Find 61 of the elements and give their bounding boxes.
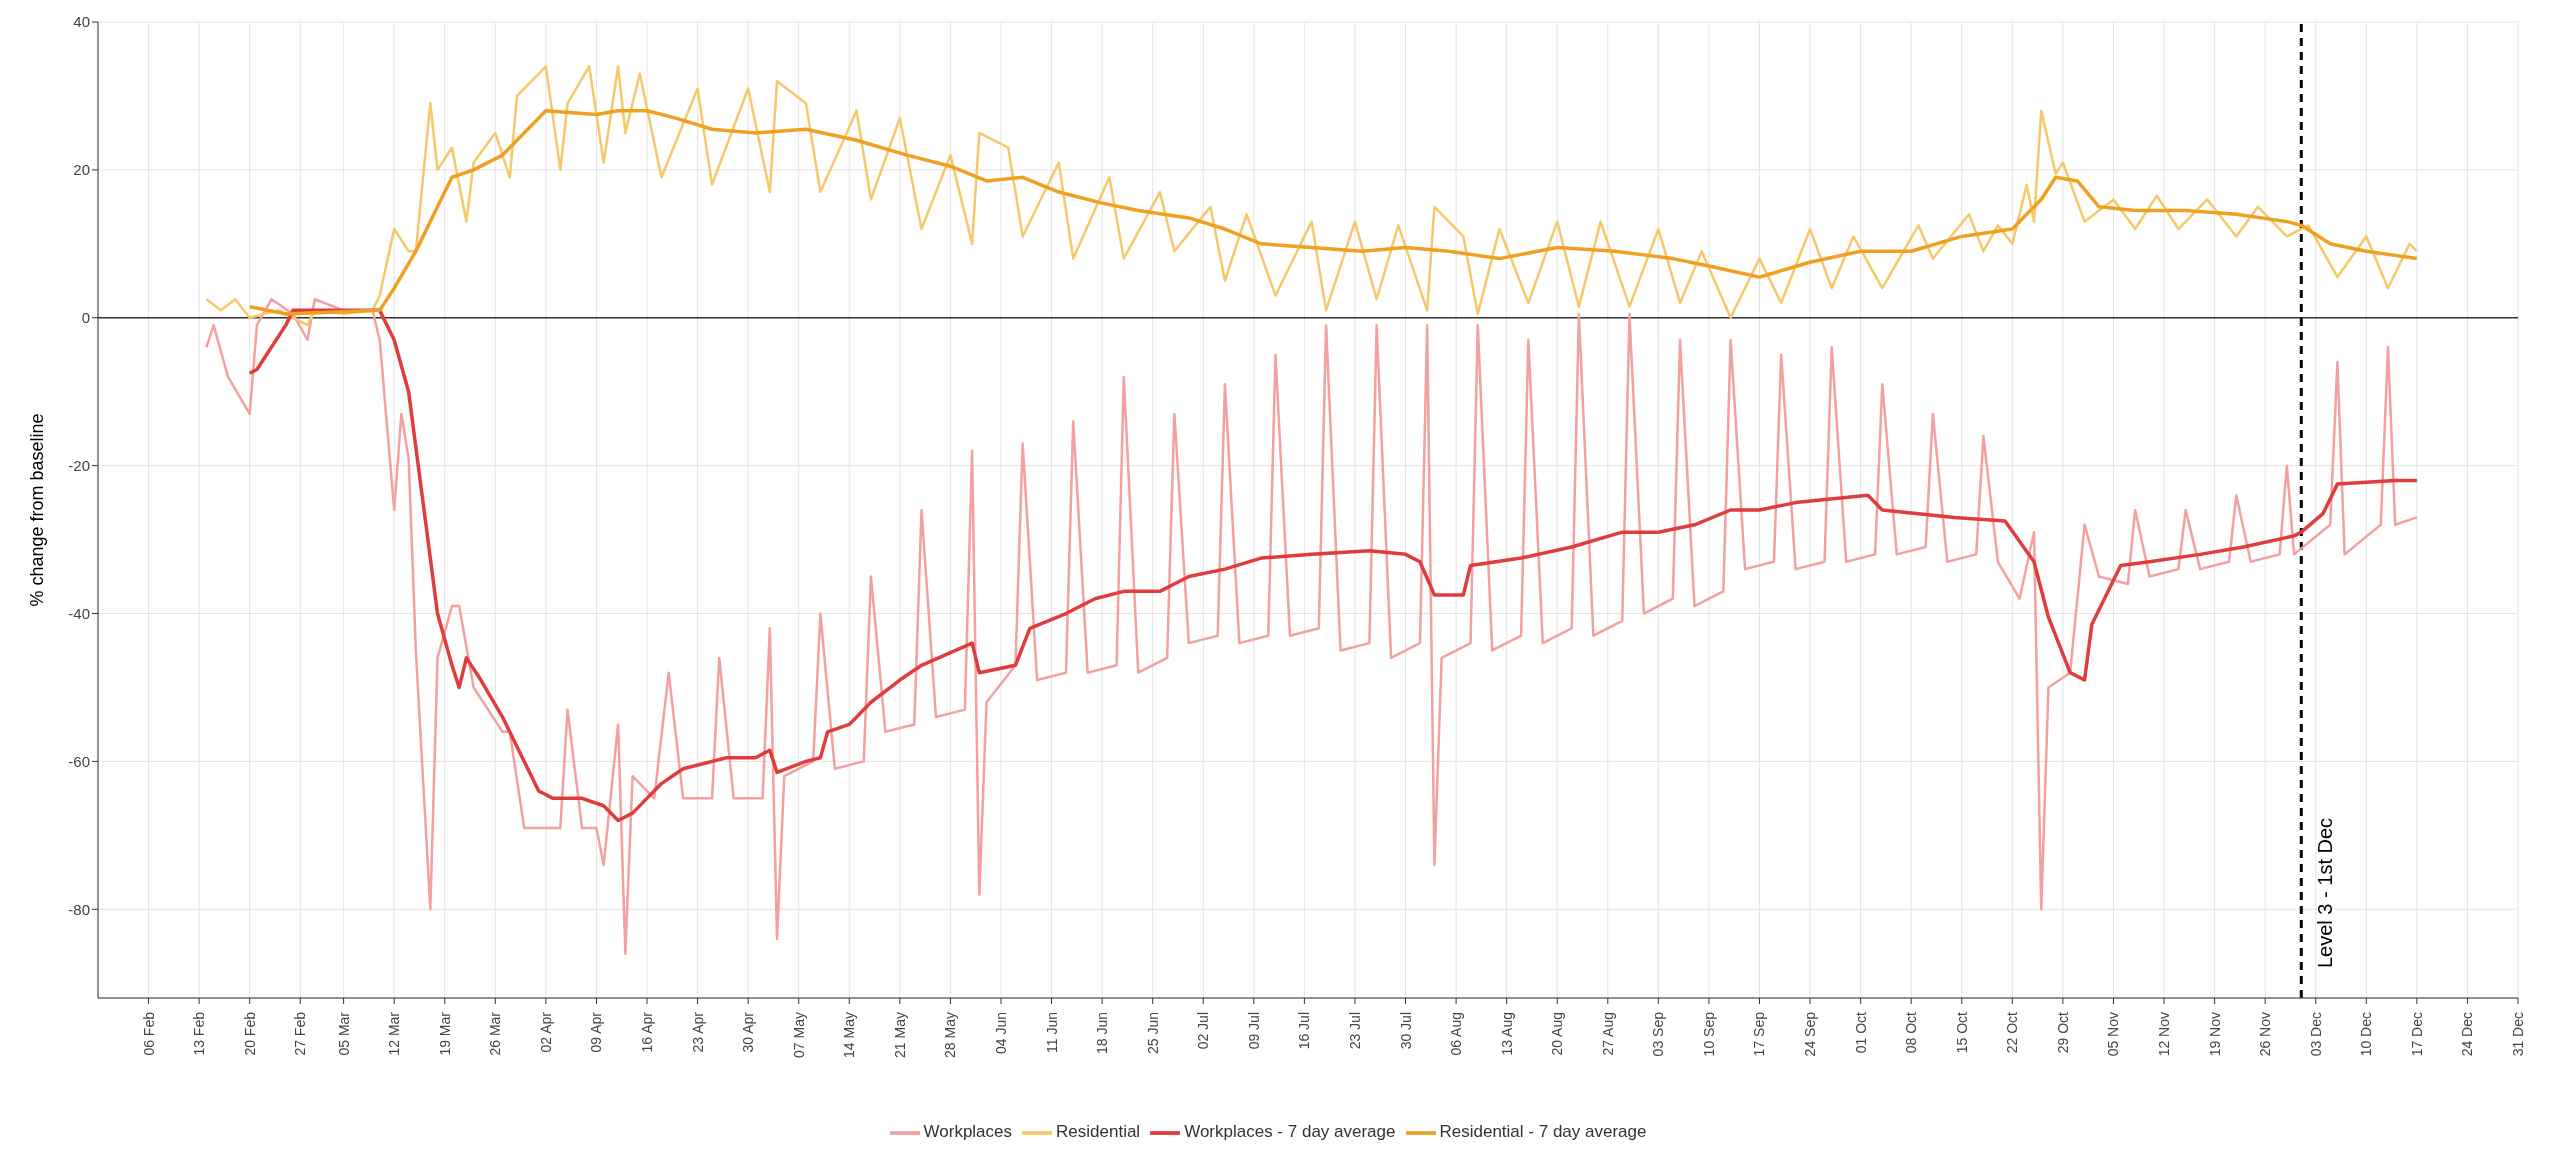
x-tick-label: 19 Mar <box>436 1011 453 1056</box>
x-tick-label: 02 Apr <box>537 1011 554 1053</box>
y-tick-label: -60 <box>68 752 90 770</box>
y-tick-label: 20 <box>73 161 90 179</box>
x-tick-label: 08 Oct <box>1903 1011 1920 1054</box>
x-tick-label: 03 Dec <box>2307 1012 2324 1057</box>
y-tick-label: -40 <box>68 604 90 622</box>
legend-label: Residential - 7 day average <box>1439 1122 1647 1142</box>
x-tick-label: 22 Oct <box>2004 1011 2021 1054</box>
x-tick-label: 24 Sep <box>1802 1011 1819 1057</box>
legend-label: Residential <box>1056 1122 1141 1142</box>
x-tick-label: 05 Mar <box>335 1011 352 1056</box>
x-tick-label: 12 Mar <box>386 1011 403 1056</box>
x-tick-label: 11 Jun <box>1043 1012 1060 1053</box>
y-tick-label: -20 <box>68 456 90 474</box>
x-tick-label: 13 Feb <box>191 1011 208 1056</box>
x-tick-label: 27 Aug <box>1599 1012 1616 1056</box>
x-tick-label: 14 May <box>841 1012 858 1058</box>
x-tick-label: 30 Apr <box>740 1011 757 1053</box>
x-tick-label: 28 May <box>942 1012 959 1058</box>
x-tick-label: 10 Sep <box>1700 1011 1717 1057</box>
y-tick-label: -80 <box>68 900 90 918</box>
x-tick-label: 06 Feb <box>140 1011 157 1056</box>
x-tick-label: 17 Sep <box>1751 1011 1768 1057</box>
ref-line-label: Level 3 - 1st Dec <box>2314 817 2337 968</box>
y-axis-title: % change from baseline <box>27 413 48 607</box>
x-tick-label: 01 Oct <box>1852 1011 1869 1054</box>
x-tick-label: 26 Nov <box>2257 1012 2274 1057</box>
x-tick-label: 06 Aug <box>1448 1012 1465 1056</box>
x-tick-label: 24 Dec <box>2459 1012 2476 1057</box>
x-tick-label: 10 Dec <box>2358 1012 2375 1057</box>
x-tick-label: 09 Jul <box>1245 1012 1262 1050</box>
x-tick-label: 03 Sep <box>1650 1011 1667 1057</box>
x-tick-label: 04 Jun <box>992 1012 1009 1055</box>
x-tick-label: 07 May <box>790 1012 807 1058</box>
x-tick-label: 30 Jul <box>1397 1012 1414 1050</box>
x-tick-label: 09 Apr <box>588 1011 605 1053</box>
x-tick-label: 02 Jul <box>1195 1012 1212 1050</box>
x-tick-label: 16 Apr <box>639 1011 656 1053</box>
legend-label: Workplaces <box>923 1122 1013 1142</box>
x-tick-label: 15 Oct <box>1953 1011 1970 1054</box>
y-tick-label: 40 <box>73 13 90 31</box>
x-tick-label: 27 Feb <box>292 1011 309 1056</box>
x-tick-label: 20 Feb <box>241 1011 258 1056</box>
x-tick-label: 20 Aug <box>1549 1012 1566 1056</box>
x-tick-label: 13 Aug <box>1498 1012 1515 1056</box>
x-tick-label: 31 Dec <box>2510 1012 2526 1057</box>
x-tick-label: 17 Dec <box>2408 1012 2425 1057</box>
x-tick-label: 16 Jul <box>1296 1012 1313 1050</box>
x-tick-label: 23 Apr <box>689 1011 706 1053</box>
x-tick-label: 29 Oct <box>2054 1011 2071 1054</box>
x-tick-label: 05 Nov <box>2105 1012 2122 1057</box>
legend-label: Workplaces - 7 day average <box>1184 1122 1396 1142</box>
x-tick-label: 18 Jun <box>1094 1012 1111 1055</box>
x-tick-label: 19 Nov <box>2206 1012 2223 1057</box>
x-tick-label: 23 Jul <box>1346 1012 1363 1050</box>
x-tick-label: 21 May <box>891 1012 908 1058</box>
x-tick-label: 12 Nov <box>2156 1012 2173 1057</box>
y-tick-label: 0 <box>81 309 90 327</box>
x-tick-label: 25 Jun <box>1144 1012 1161 1055</box>
x-tick-label: 26 Mar <box>487 1011 504 1056</box>
